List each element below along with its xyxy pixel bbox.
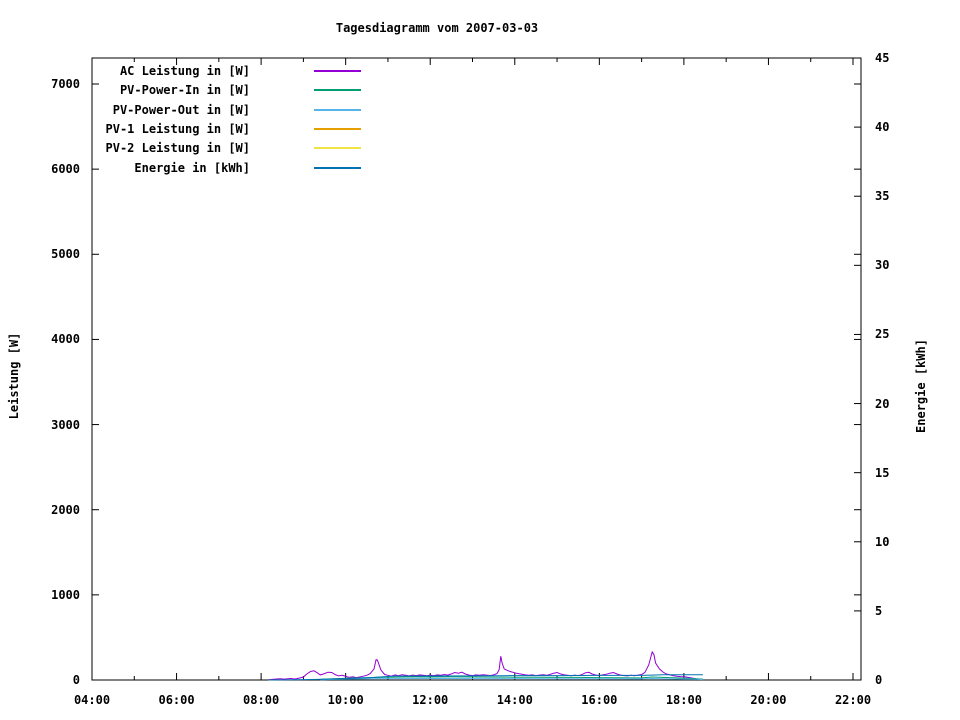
x-tick-label: 10:00 xyxy=(327,693,364,707)
legend-label: AC Leistung in [W] xyxy=(119,64,250,78)
chart-title: Tagesdiagramm vom 2007-03-03 xyxy=(335,21,539,35)
legend-line-sample xyxy=(314,108,361,111)
legend-line-sample xyxy=(314,70,361,72)
series-line-energie-in-kwh xyxy=(268,674,703,681)
y2-tick-label: 5 xyxy=(875,603,883,618)
legend-line-sample xyxy=(314,89,361,92)
y2-tick-label: 25 xyxy=(875,327,890,342)
legend-label: PV-2 Leistung in [W] xyxy=(105,141,251,156)
y1-tick-label: 1000 xyxy=(51,587,80,602)
y2-tick-label: 35 xyxy=(875,189,890,204)
y2-tick-label: 0 xyxy=(875,673,883,687)
y1-tick-label: 4000 xyxy=(51,332,80,347)
legend-line-sample xyxy=(314,166,361,169)
x-tick-label: 12:00 xyxy=(412,693,449,707)
x-tick-label: 06:00 xyxy=(158,693,195,707)
x-tick-label: 18:00 xyxy=(665,693,702,707)
y2-tick-label: 15 xyxy=(875,465,890,480)
legend-line-sample xyxy=(314,127,361,130)
x-tick-label: 08:00 xyxy=(243,693,280,707)
x-tick-label: 20:00 xyxy=(750,693,787,707)
y-axis-label-energie: Energie [kWh] xyxy=(914,339,928,433)
y2-tick-label: 10 xyxy=(875,534,890,549)
y2-tick-label: 40 xyxy=(875,120,890,135)
x-tick-label: 16:00 xyxy=(581,693,618,707)
legend-line-sample xyxy=(314,147,361,150)
y1-tick-label: 0 xyxy=(72,673,80,687)
y1-tick-label: 5000 xyxy=(51,247,80,262)
y2-tick-label: 30 xyxy=(875,258,890,273)
plot-border xyxy=(91,57,862,681)
y-axis-label-leistung: Leistung [W] xyxy=(7,332,21,420)
x-tick-label: 22:00 xyxy=(834,693,872,707)
y1-tick-label: 7000 xyxy=(51,77,80,91)
y2-tick-label: 20 xyxy=(875,396,890,411)
x-tick-label: 14:00 xyxy=(496,693,533,707)
y1-tick-label: 3000 xyxy=(51,417,80,432)
series-line-pv-power-out-in-w xyxy=(320,677,703,681)
legend-label: PV-Power-Out in [W] xyxy=(112,102,250,117)
legend-label: Energie in [kWh] xyxy=(134,160,250,175)
legend-label: PV-Power-In in [W] xyxy=(119,83,250,98)
y1-tick-label: 2000 xyxy=(51,502,80,517)
y1-tick-label: 6000 xyxy=(51,162,80,177)
legend-label: PV-1 Leistung in [W] xyxy=(105,121,251,136)
x-tick-label: 04:00 xyxy=(73,693,111,707)
y2-tick-label: 45 xyxy=(875,51,890,65)
